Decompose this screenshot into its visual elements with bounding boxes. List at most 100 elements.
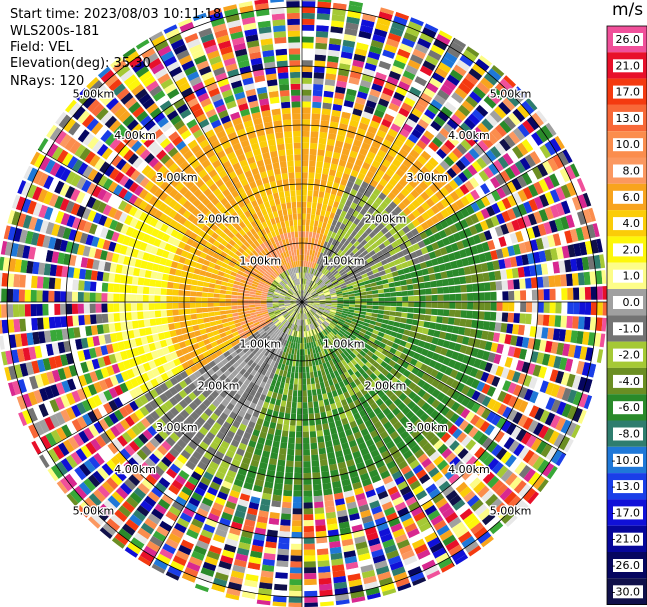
velocity-bin	[331, 296, 338, 299]
velocity-bin	[386, 108, 397, 118]
velocity-bin	[307, 303, 314, 305]
velocity-bin	[435, 132, 447, 143]
velocity-bin	[282, 495, 292, 503]
velocity-bin	[387, 555, 402, 565]
velocity-bin	[336, 189, 344, 197]
velocity-bin	[304, 284, 307, 291]
velocity-bin	[306, 318, 310, 325]
velocity-bin	[312, 282, 317, 289]
velocity-bin	[586, 224, 596, 239]
velocity-bin	[317, 358, 323, 365]
velocity-bin	[366, 56, 379, 66]
velocity-bin	[302, 260, 304, 267]
velocity-bin	[348, 336, 355, 343]
velocity-bin	[314, 238, 319, 245]
velocity-bin	[364, 62, 377, 72]
velocity-bin	[521, 337, 530, 349]
velocity-bin	[364, 105, 375, 115]
velocity-bin	[375, 485, 386, 495]
velocity-bin	[311, 119, 320, 126]
velocity-bin	[390, 266, 398, 273]
velocity-bin	[419, 289, 426, 295]
velocity-bin	[415, 346, 424, 354]
velocity-bin	[474, 222, 484, 233]
velocity-bin	[310, 281, 314, 287]
velocity-bin	[333, 395, 341, 403]
velocity-bin	[308, 354, 312, 361]
velocity-bin	[361, 379, 369, 388]
velocity-bin	[356, 334, 364, 341]
velocity-bin	[304, 337, 307, 344]
velocity-bin	[83, 303, 90, 314]
velocity-bin	[421, 499, 434, 511]
velocity-bin	[394, 350, 402, 358]
velocity-bin	[311, 262, 315, 269]
velocity-bin	[388, 102, 400, 112]
velocity-bin	[443, 51, 458, 64]
velocity-bin	[454, 310, 462, 318]
velocity-bin	[307, 384, 312, 391]
velocity-bin	[114, 273, 122, 283]
velocity-bin	[302, 296, 304, 302]
velocity-bin	[335, 419, 343, 428]
velocity-bin	[382, 263, 390, 270]
velocity-bin	[350, 359, 358, 366]
velocity-bin	[302, 302, 307, 307]
velocity-bin	[328, 314, 335, 318]
velocity-bin	[335, 341, 342, 348]
velocity-bin	[538, 425, 550, 439]
velocity-bin	[480, 262, 489, 272]
velocity-bin	[595, 270, 603, 285]
velocity-bin	[380, 361, 388, 369]
velocity-bin	[488, 271, 496, 281]
velocity-bin	[319, 405, 326, 413]
velocity-bin	[302, 319, 304, 326]
velocity-bin	[304, 584, 318, 592]
velocity-bin	[428, 420, 438, 431]
velocity-bin	[431, 287, 438, 295]
velocity-bin	[428, 488, 441, 499]
velocity-bin	[426, 125, 438, 136]
velocity-bin	[270, 506, 281, 514]
velocity-bin	[431, 72, 445, 84]
velocity-bin	[356, 323, 363, 328]
velocity-bin	[266, 529, 278, 537]
velocity-bin	[472, 430, 484, 442]
velocity-bin	[360, 295, 367, 299]
velocity-bin	[347, 156, 356, 164]
velocity-bin	[278, 387, 284, 395]
velocity-bin	[339, 260, 346, 267]
velocity-bin	[300, 302, 302, 308]
velocity-bin	[552, 154, 564, 169]
velocity-bin	[378, 302, 385, 306]
velocity-bin	[393, 276, 400, 282]
velocity-bin	[398, 81, 411, 91]
velocity-bin	[485, 493, 499, 507]
velocity-bin	[325, 186, 332, 194]
velocity-bin	[364, 526, 377, 536]
velocity-bin	[13, 274, 21, 288]
velocity-bin	[329, 546, 342, 555]
velocity-bin	[363, 334, 371, 340]
velocity-bin	[465, 346, 473, 356]
velocity-bin	[478, 232, 487, 243]
velocity-bin	[332, 377, 338, 385]
velocity-bin	[433, 439, 444, 450]
velocity-bin	[407, 566, 422, 577]
velocity-bin	[457, 448, 469, 460]
velocity-bin	[459, 508, 473, 521]
velocity-bin	[550, 449, 563, 464]
velocity-bin	[331, 345, 337, 352]
velocity-bin	[431, 352, 440, 361]
velocity-bin	[298, 331, 301, 338]
velocity-bin	[394, 533, 408, 544]
velocity-bin	[367, 238, 375, 246]
velocity-bin	[487, 68, 502, 82]
velocity-bin	[371, 313, 378, 318]
velocity-bin	[417, 453, 429, 464]
velocity-bin	[342, 310, 349, 314]
velocity-bin	[444, 183, 454, 194]
velocity-bin	[396, 539, 410, 550]
velocity-bin	[326, 348, 332, 355]
velocity-bin	[304, 249, 308, 255]
